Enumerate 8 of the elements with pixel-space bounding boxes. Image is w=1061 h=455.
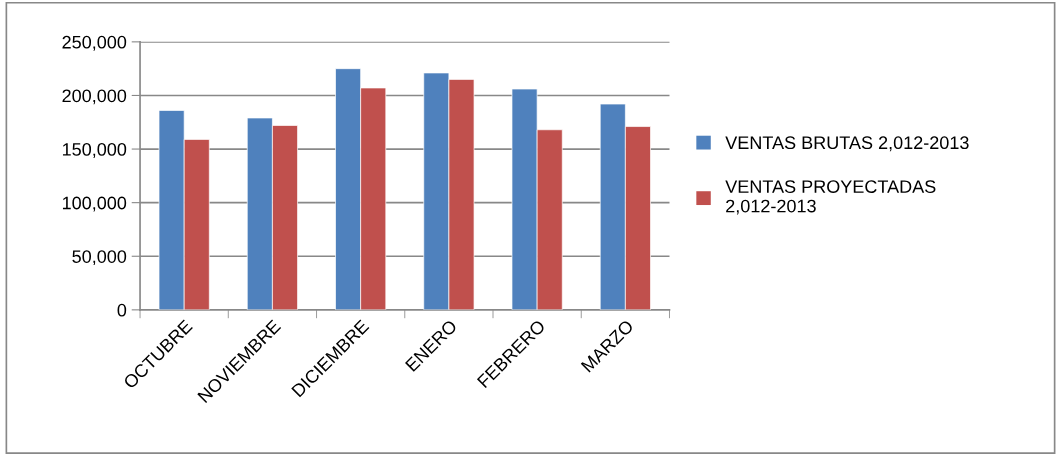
y-tick-label: 100,000 xyxy=(62,196,127,212)
legend-label: VENTAS PROYECTADAS 2,012-2013 xyxy=(725,180,936,215)
y-tick-label: 50,000 xyxy=(72,250,127,266)
legend-label: VENTAS BRUTAS 2,012-2013 xyxy=(725,136,969,152)
y-tick-label: 250,000 xyxy=(62,35,127,51)
y-tick-label: 150,000 xyxy=(62,142,127,158)
y-tick-label: 200,000 xyxy=(62,89,127,105)
y-tick-label: 0 xyxy=(117,303,127,317)
